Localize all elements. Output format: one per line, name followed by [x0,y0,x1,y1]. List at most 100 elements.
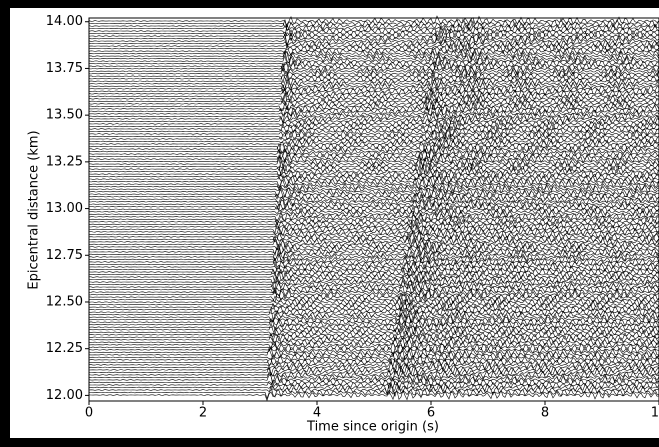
trace [88,17,659,30]
trace [88,108,659,121]
trace [89,381,659,395]
trace [88,327,659,342]
trace [88,351,659,364]
trace [89,199,659,211]
trace [88,362,659,377]
x-tick-label: 2 [199,406,207,421]
trace [88,283,659,297]
trace [88,385,659,400]
trace [89,292,659,307]
trace [88,190,659,204]
trace [88,302,659,316]
trace [88,253,659,268]
trace [88,83,659,94]
trace [88,204,659,216]
trace [88,51,659,66]
trace [88,116,659,127]
trace [89,298,659,313]
trace [88,226,659,238]
trace [88,73,659,84]
y-tick-label: 14.00 [46,14,83,29]
trace [88,371,659,385]
trace [88,252,659,263]
trace [88,87,659,101]
trace [88,206,659,218]
trace [89,183,659,196]
trace [88,162,659,177]
trace [89,172,659,185]
x-tick-label: 8 [541,406,549,421]
trace [88,357,659,371]
trace [88,79,659,95]
trace [88,149,659,165]
trace [88,277,659,291]
trace [88,353,659,367]
trace [88,176,659,192]
trace [88,339,659,351]
trace [89,299,659,314]
trace [88,336,659,349]
trace [88,62,659,74]
trace [88,153,659,169]
trace [88,308,659,321]
trace [88,273,659,287]
trace [88,95,659,107]
trace [88,195,659,208]
trace [88,289,659,301]
trace [88,268,659,282]
y-tick-label: 12.25 [46,341,83,356]
trace [88,237,659,251]
trace [88,234,659,249]
trace [88,27,659,40]
trace [88,131,659,143]
trace [88,147,659,162]
y-tick-label: 13.75 [46,61,83,76]
trace [88,78,659,92]
trace [88,126,659,140]
trace [88,360,659,376]
trace [88,59,659,73]
trace [88,40,659,52]
trace [88,15,659,29]
trace [88,344,659,358]
trace [88,287,659,298]
trace [88,103,659,116]
trace [88,306,659,319]
trace [88,257,659,271]
y-tick-label: 12.75 [46,248,83,263]
trace [89,139,659,150]
trace [88,58,659,69]
trace [89,181,659,193]
trace [88,67,659,80]
trace [88,88,659,104]
trace [88,23,659,34]
trace [89,99,659,113]
trace [88,133,659,145]
trace [88,139,659,154]
trace [88,228,659,240]
trace [88,145,659,158]
trace [88,49,659,62]
trace [88,356,659,370]
trace [88,331,659,343]
trace [88,44,659,57]
y-tick-label: 12.00 [46,388,83,403]
y-tick-label: 13.50 [46,108,83,123]
trace [88,383,659,398]
x-tick-label: 10 [651,406,659,421]
trace [88,91,659,105]
trace [88,241,659,254]
trace [88,69,659,83]
trace [88,216,659,228]
trace [88,212,659,227]
trace [88,208,659,220]
trace [88,322,659,336]
trace [88,374,659,387]
trace [88,247,659,262]
trace [88,230,659,243]
trace [88,120,659,132]
trace [88,64,659,77]
trace [88,32,659,46]
traces [88,15,659,402]
